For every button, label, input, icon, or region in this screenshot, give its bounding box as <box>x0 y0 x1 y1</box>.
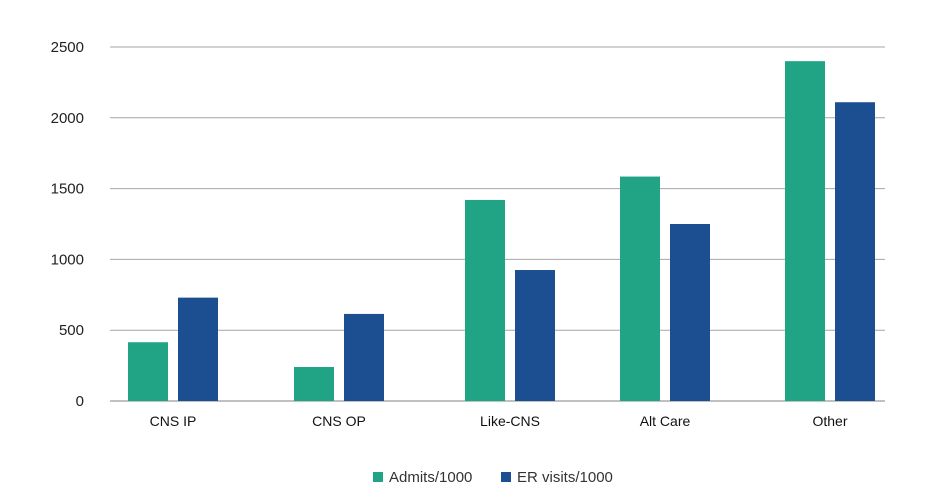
legend-label: ER visits/1000 <box>517 469 613 486</box>
x-category-label: Other <box>812 413 847 429</box>
x-category-label: Alt Care <box>640 413 691 429</box>
y-tick-label: 0 <box>76 393 84 410</box>
legend-label: Admits/1000 <box>389 469 472 486</box>
y-tick-label: 2500 <box>51 39 84 56</box>
bar-admits-alt-care <box>620 176 660 401</box>
bar-admits-other <box>785 61 825 401</box>
x-category-label: Like-CNS <box>480 413 540 429</box>
legend-swatch <box>373 472 383 482</box>
legend: Admits/1000 ER visits/1000 <box>373 469 613 486</box>
bar-admits-cns-op <box>294 367 334 401</box>
bar-admits-cns-ip <box>128 342 168 401</box>
y-tick-label: 2000 <box>51 110 84 127</box>
y-axis-ticks: 0 500 1000 1500 2000 2500 <box>51 39 84 410</box>
bars <box>128 61 875 401</box>
legend-swatch <box>501 472 511 482</box>
y-tick-label: 500 <box>59 322 84 339</box>
x-axis-categories: CNS IP CNS OP Like-CNS Alt Care Other <box>150 413 848 429</box>
x-category-label: CNS OP <box>312 413 366 429</box>
bar-er-visits-alt-care <box>670 224 710 401</box>
bar-er-visits-cns-ip <box>178 297 218 401</box>
x-category-label: CNS IP <box>150 413 197 429</box>
y-tick-label: 1500 <box>51 181 84 198</box>
y-tick-label: 1000 <box>51 251 84 268</box>
bar-er-visits-other <box>835 102 875 401</box>
bar-admits-like-cns <box>465 199 505 401</box>
bar-er-visits-cns-op <box>344 313 384 401</box>
bar-er-visits-like-cns <box>515 270 555 401</box>
